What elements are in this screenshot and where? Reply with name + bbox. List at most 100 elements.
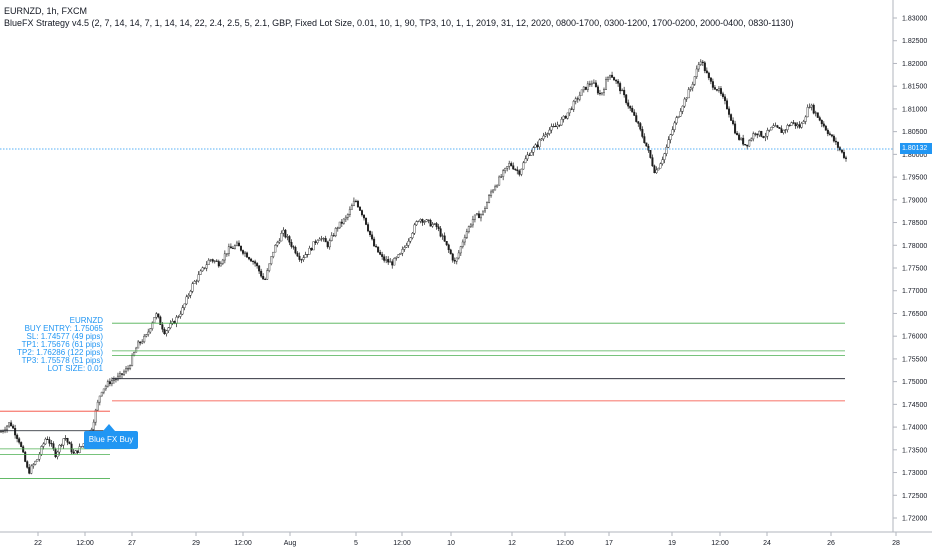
candle <box>104 384 107 391</box>
candle <box>18 437 21 445</box>
candle <box>429 218 432 227</box>
candle <box>453 257 456 264</box>
candle <box>530 149 533 156</box>
candle <box>191 281 194 294</box>
candle <box>709 77 712 85</box>
candle <box>627 99 630 109</box>
candle <box>356 199 359 208</box>
candle <box>387 256 390 265</box>
candle <box>748 139 751 147</box>
candle <box>502 169 505 181</box>
candle <box>653 164 656 174</box>
candle <box>715 88 718 92</box>
y-tick-label: 1.72500 <box>902 493 927 500</box>
candle <box>78 443 81 454</box>
candle <box>669 133 672 144</box>
candle <box>371 231 374 241</box>
candle <box>602 87 605 96</box>
candle <box>264 277 267 281</box>
candle <box>12 424 15 429</box>
candle <box>796 122 799 129</box>
x-tick-label: 12:00 <box>234 540 252 547</box>
candle <box>227 243 230 257</box>
candle <box>584 86 587 91</box>
candle <box>367 222 370 233</box>
x-tick-label: 12 <box>508 540 516 547</box>
candle <box>310 247 313 252</box>
candle <box>187 293 190 299</box>
candle <box>100 391 103 397</box>
candle <box>48 436 51 447</box>
candle <box>592 79 595 84</box>
candle <box>810 103 813 111</box>
candle <box>451 252 454 263</box>
candle <box>671 126 674 136</box>
candle <box>490 189 493 198</box>
y-tick-label: 1.82000 <box>902 61 927 68</box>
candle <box>457 250 460 260</box>
candle <box>98 395 101 406</box>
candle <box>742 134 745 146</box>
candle <box>673 120 676 133</box>
candle <box>320 235 323 242</box>
candle <box>705 67 708 74</box>
candle <box>433 222 436 226</box>
price-axis-ticks: 1.83000 1.82500 1.82000 1.81500 1.81000 1.805… <box>893 16 927 523</box>
candle <box>137 340 140 349</box>
candle <box>242 249 245 256</box>
y-tick-label: 1.75500 <box>902 356 927 363</box>
candle <box>488 193 491 204</box>
candle <box>225 253 228 257</box>
candle <box>58 444 61 456</box>
buy-signal-label[interactable]: Blue FX Buy <box>84 424 138 449</box>
candle <box>10 420 13 427</box>
x-tick-label: 22 <box>34 540 42 547</box>
candle <box>687 87 690 99</box>
candle <box>635 112 638 123</box>
candle <box>834 137 837 145</box>
candle <box>139 341 142 346</box>
candle <box>338 221 341 229</box>
candle <box>272 251 275 259</box>
candle <box>296 251 299 257</box>
candle <box>36 458 39 462</box>
candle <box>764 132 767 142</box>
candle <box>516 166 519 175</box>
candle <box>802 119 805 124</box>
candle <box>8 422 11 428</box>
candle <box>772 123 775 128</box>
candle <box>479 213 482 222</box>
candle <box>607 76 610 82</box>
candle <box>659 162 662 169</box>
candle <box>282 227 285 237</box>
candle <box>631 105 634 113</box>
candle <box>358 206 361 212</box>
candle <box>326 240 329 249</box>
candle <box>66 437 69 446</box>
candle <box>611 71 614 78</box>
candle <box>703 61 706 74</box>
candle <box>334 227 337 238</box>
candle <box>350 203 353 210</box>
candle <box>548 127 551 136</box>
y-tick-label: 1.73000 <box>902 470 927 477</box>
candle <box>467 225 470 234</box>
candle <box>514 168 517 171</box>
candle <box>153 317 156 324</box>
x-tick-label: 12:00 <box>393 540 411 547</box>
candle <box>494 184 497 191</box>
candle <box>286 233 289 241</box>
candle <box>550 123 553 134</box>
candle <box>110 377 113 387</box>
candle <box>645 142 648 147</box>
candle <box>280 230 283 242</box>
candle <box>473 214 476 223</box>
candle <box>290 239 293 249</box>
candle <box>270 256 273 266</box>
candle <box>195 279 198 285</box>
candle <box>189 289 192 299</box>
candle <box>165 329 168 337</box>
y-tick-label: 1.82500 <box>902 38 927 45</box>
candle <box>252 260 255 265</box>
